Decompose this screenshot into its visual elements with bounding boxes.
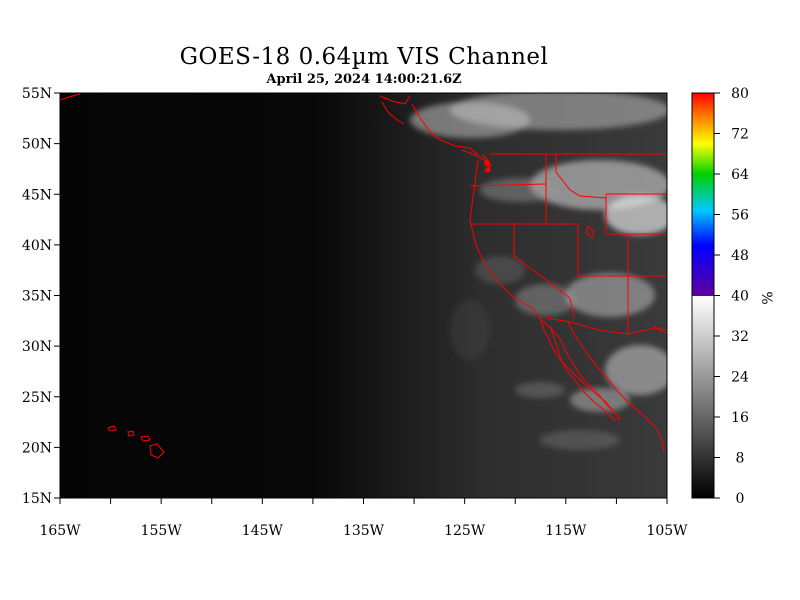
lon-label: 145W bbox=[242, 523, 284, 539]
colorbar-tick-label: 32 bbox=[731, 329, 749, 345]
colorbar-tick-label: 72 bbox=[731, 127, 749, 143]
image-title: GOES-18 0.64µm VIS Channel bbox=[179, 44, 549, 70]
latitude-axis: 55N 50N 45N 40N 35N 30N 25N 20N 15N bbox=[22, 86, 60, 507]
colorbar-gray-segment bbox=[692, 296, 714, 498]
lat-label: 40N bbox=[22, 238, 52, 254]
longitude-axis: 165W 155W 145W 135W 125W 115W 105W bbox=[39, 498, 688, 539]
colorbar-tick-label: 80 bbox=[731, 86, 749, 102]
colorbar-color-segment bbox=[692, 93, 714, 296]
colorbar-tick-label: 24 bbox=[731, 370, 749, 386]
lon-label: 115W bbox=[545, 523, 587, 539]
colorbar-tick-label: 0 bbox=[736, 491, 745, 507]
lon-label: 155W bbox=[141, 523, 183, 539]
colorbar-tick-label: 40 bbox=[731, 289, 749, 305]
lon-label: 125W bbox=[444, 523, 486, 539]
lat-label: 20N bbox=[22, 440, 52, 456]
colorbar-tick-label: 16 bbox=[731, 410, 749, 426]
political-borders bbox=[60, 93, 667, 459]
lat-label: 25N bbox=[22, 390, 52, 406]
lon-label: 105W bbox=[646, 523, 688, 539]
lat-label: 55N bbox=[22, 86, 52, 102]
lat-label: 30N bbox=[22, 339, 52, 355]
colorbar-tick-label: 64 bbox=[731, 167, 749, 183]
colorbar-tick-label: 56 bbox=[731, 208, 749, 224]
image-timestamp: April 25, 2024 14:00:21.6Z bbox=[266, 72, 462, 87]
lat-label: 35N bbox=[22, 289, 52, 305]
colorbar-tick-label: 8 bbox=[736, 451, 745, 467]
lon-label: 135W bbox=[343, 523, 385, 539]
colorbar-unit: % bbox=[758, 291, 774, 304]
lat-label: 45N bbox=[22, 187, 52, 203]
colorbar-tick-label: 48 bbox=[731, 248, 749, 264]
lon-label: 165W bbox=[39, 523, 81, 539]
puget-sound-marker bbox=[484, 160, 491, 173]
lat-label: 50N bbox=[22, 137, 52, 153]
lat-label: 15N bbox=[22, 491, 52, 507]
cloud-layer bbox=[410, 93, 667, 450]
